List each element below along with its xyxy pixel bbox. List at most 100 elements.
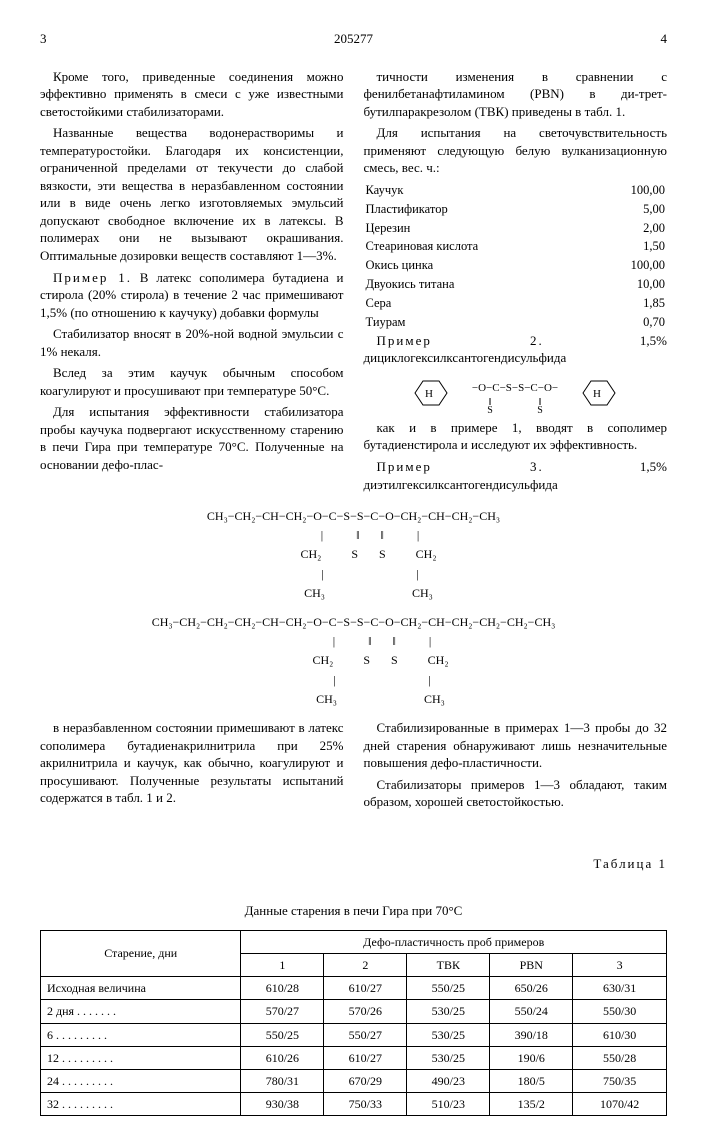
para: Для испытания эффективности стабилизатор… [40,403,344,473]
comp-value: 1,50 [592,237,667,256]
comp-name: Пластификатор [364,200,592,219]
row-label: 24 . . . . . . . . . [41,1069,241,1092]
cell-value: 610/28 [241,977,324,1000]
svg-text:S: S [537,405,543,413]
cell-value: 610/27 [324,977,407,1000]
table-row: Двуокись титана10,00 [364,275,668,294]
para: тичности изменения в сравнении с фенилбе… [364,68,668,121]
cell-value: 135/2 [490,1093,573,1116]
table-row: 32 . . . . . . . . .930/38750/33510/2313… [41,1093,667,1116]
row-label: 12 . . . . . . . . . [41,1046,241,1069]
cell-value: 510/23 [407,1093,490,1116]
comp-name: Церезин [364,219,592,238]
cell-value: 530/25 [407,1000,490,1023]
chemical-formula-2: CH₃−CH₂−CH₂−CH₂−CH−CH₂−O−C−S−S−C−O−CH₂−C… [40,613,667,709]
page-num-left: 3 [40,30,47,48]
page-header: 3 205277 4 [40,30,667,48]
table-row: Сера1,85 [364,294,668,313]
table-row: Окись цинка100,00 [364,256,668,275]
svg-text:H: H [593,388,601,400]
para: Пример 2. 1,5% дициклогексилксантогендис… [364,332,668,367]
cell-value: 530/25 [407,1023,490,1046]
bottom-right-column: Стабилизированные в примерах 1—3 пробы д… [364,719,668,815]
table-row: Пластификатор5,00 [364,200,668,219]
comp-name: Стеариновая кислота [364,237,592,256]
para: Стабилизированные в примерах 1—3 пробы д… [364,719,668,772]
para: в неразбавленном состоянии примешивают в… [40,719,344,807]
row-label: 2 дня . . . . . . . [41,1000,241,1023]
table-header: 1 [241,954,324,977]
bottom-columns: в неразбавленном состоянии примешивают в… [40,719,667,815]
table-header: PBN [490,954,573,977]
comp-name: Двуокись титана [364,275,592,294]
main-columns: Кроме того, приведенные соединения можно… [40,68,667,498]
para: Вслед за этим каучук обычным способом ко… [40,364,344,399]
cell-value: 1070/42 [573,1093,667,1116]
cell-value: 570/27 [241,1000,324,1023]
table-header: Дефо-пластичность проб примеров [241,930,667,953]
comp-name: Тиурам [364,313,592,332]
page-num-right: 4 [661,30,668,48]
cell-value: 780/31 [241,1069,324,1092]
cell-value: 390/18 [490,1023,573,1046]
svg-text:−O−C−S−S−C−O−: −O−C−S−S−C−O− [472,382,558,394]
comp-value: 1,85 [592,294,667,313]
table-header: 3 [573,954,667,977]
cell-value: 530/25 [407,1046,490,1069]
cell-value: 670/29 [324,1069,407,1092]
table-row: 24 . . . . . . . . .780/31670/29490/2318… [41,1069,667,1092]
comp-name: Сера [364,294,592,313]
table-row: 2 дня . . . . . . .570/27570/26530/25550… [41,1000,667,1023]
chemical-formula-1: CH₃−CH₂−CH−CH₂−O−C−S−S−C−O−CH₂−CH−CH₂−CH… [40,507,667,603]
bottom-left-column: в неразбавленном состоянии примешивают в… [40,719,344,815]
comp-value: 100,00 [592,256,667,275]
table-row: Каучук100,00 [364,181,668,200]
cell-value: 550/25 [241,1023,324,1046]
table-header: Старение, дни [41,930,241,976]
para: как и в примере 1, вводят в сополимер бу… [364,419,668,454]
row-label: 6 . . . . . . . . . [41,1023,241,1046]
para: Стабилизатор вносят в 20%-ной водной эму… [40,325,344,360]
cell-value: 750/35 [573,1069,667,1092]
example-label: Пример 2. [377,333,544,348]
row-label: Исходная величина [41,977,241,1000]
cell-value: 630/31 [573,977,667,1000]
cell-value: 610/26 [241,1046,324,1069]
table-title: Данные старения в печи Гира при 70°C [40,902,667,920]
left-column: Кроме того, приведенные соединения можно… [40,68,344,498]
para: Названные вещества водонерастворимы и те… [40,124,344,264]
table-row: Церезин2,00 [364,219,668,238]
cell-value: 550/30 [573,1000,667,1023]
table-row: 12 . . . . . . . . .610/26610/27530/2519… [41,1046,667,1069]
comp-value: 2,00 [592,219,667,238]
table-row: Исходная величина610/28610/27550/25650/2… [41,977,667,1000]
cell-value: 550/25 [407,977,490,1000]
comp-value: 0,70 [592,313,667,332]
cell-value: 180/5 [490,1069,573,1092]
cell-value: 930/38 [241,1093,324,1116]
cell-value: 610/30 [573,1023,667,1046]
right-column: тичности изменения в сравнении с фенилбе… [364,68,668,498]
comp-name: Окись цинка [364,256,592,275]
table-row: Стеариновая кислота1,50 [364,237,668,256]
example-label: Пример 1. [53,270,132,285]
cell-value: 610/27 [324,1046,407,1069]
table-row: 6 . . . . . . . . .550/25550/27530/25390… [41,1023,667,1046]
para: Пример 1. В латекс сополимера бутадиена … [40,269,344,322]
comp-value: 5,00 [592,200,667,219]
example-label: Пример 3. [377,459,544,474]
cell-value: 550/27 [324,1023,407,1046]
table-header: 2 [324,954,407,977]
para: Кроме того, приведенные соединения можно… [40,68,344,121]
comp-name: Каучук [364,181,592,200]
para: Пример 3. 1,5% диэтилгексилксантогендису… [364,458,668,493]
svg-text:S: S [487,405,493,413]
cell-value: 570/26 [324,1000,407,1023]
cell-value: 550/28 [573,1046,667,1069]
cell-value: 190/6 [490,1046,573,1069]
aging-data-table: Старение, дни Дефо-пластичность проб при… [40,930,667,1117]
svg-text:H: H [425,388,433,400]
cell-value: 550/24 [490,1000,573,1023]
comp-value: 100,00 [592,181,667,200]
table-header: ТВК [407,954,490,977]
